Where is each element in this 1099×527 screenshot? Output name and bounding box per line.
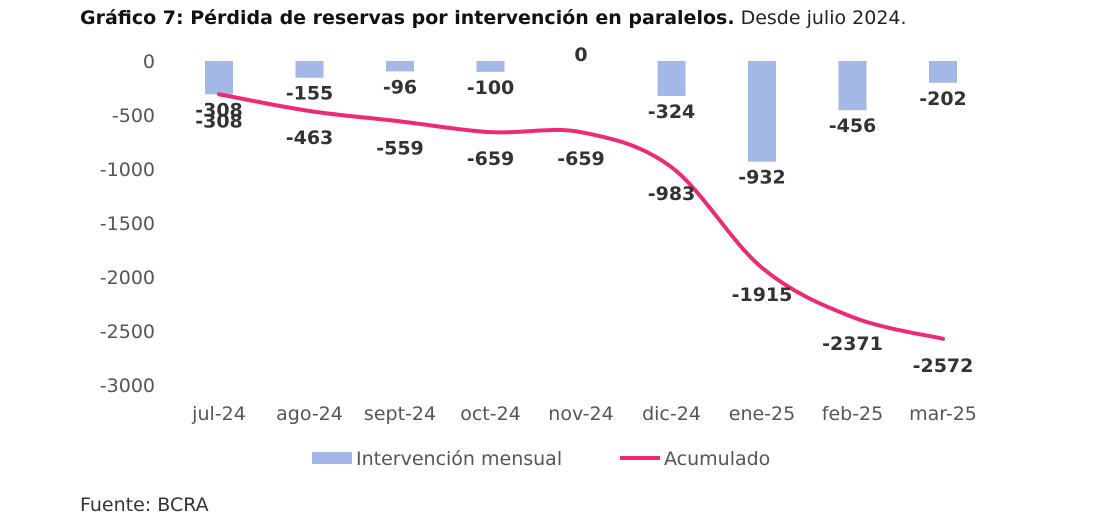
x-tick-label: feb-25 [822, 403, 883, 425]
line-data-label: -1915 [732, 284, 793, 306]
line-data-label: -983 [648, 183, 696, 205]
line-data-label: -463 [286, 127, 334, 149]
bar-data-label: -324 [648, 101, 696, 123]
legend-label-line: Acumulado [664, 448, 770, 470]
bar-data-label: -155 [286, 83, 334, 105]
chart-title-rest: Desde julio 2024. [734, 7, 907, 29]
y-tick-label: -500 [112, 105, 155, 127]
bar-data-label: -202 [919, 88, 967, 110]
line-data-label: -2371 [822, 333, 883, 355]
bar [386, 61, 414, 72]
bar [657, 61, 686, 96]
line-data-label: -559 [376, 137, 424, 159]
bar [295, 61, 324, 78]
y-tick-label: -2000 [100, 267, 155, 289]
y-tick-label: 0 [143, 51, 155, 73]
legend-swatch-bar [312, 452, 352, 464]
bar [476, 61, 505, 72]
bar-data-label: -100 [467, 77, 515, 99]
bar-data-label: -308 [195, 99, 243, 121]
y-tick-label: -1500 [100, 213, 155, 235]
x-tick-label: nov-24 [548, 403, 613, 425]
bar [929, 61, 957, 83]
x-tick-label: sept-24 [364, 403, 436, 425]
line-data-label: -659 [557, 148, 605, 170]
y-tick-label: -2500 [100, 321, 155, 343]
x-tick-label: oct-24 [460, 403, 521, 425]
bar-data-label: -456 [829, 115, 877, 137]
x-tick-label: dic-24 [642, 403, 701, 425]
x-tick-label: ene-25 [729, 403, 795, 425]
x-tick-label: mar-25 [909, 403, 977, 425]
y-tick-label: -1000 [100, 159, 155, 181]
bar [748, 61, 776, 162]
bar-data-label: 0 [574, 44, 587, 66]
bar-data-label: -96 [383, 76, 417, 98]
line-data-label: -659 [467, 148, 515, 170]
x-tick-label: ago-24 [276, 403, 343, 425]
x-tick-label: jul-24 [191, 403, 246, 425]
y-tick-label: -3000 [100, 375, 155, 397]
bar [205, 61, 233, 95]
line-data-label: -308 [195, 110, 243, 132]
chart-title-bold: Gráfico 7: Pérdida de reservas por inter… [80, 7, 735, 29]
source-note: Fuente: BCRA [80, 494, 209, 516]
bar [838, 61, 867, 111]
line-data-label: -2572 [913, 355, 974, 377]
bar-data-label: -932 [738, 167, 786, 189]
legend-label-bar: Intervención mensual [356, 448, 562, 470]
chart-title: Gráfico 7: Pérdida de reservas por inter… [80, 7, 907, 29]
series-line-acumulado [217, 92, 945, 341]
